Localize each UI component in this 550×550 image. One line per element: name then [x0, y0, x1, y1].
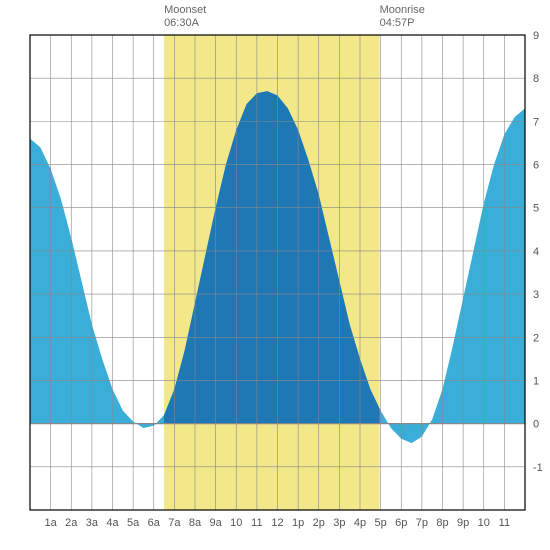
svg-text:10: 10	[478, 517, 490, 529]
svg-text:6: 6	[533, 160, 539, 172]
svg-text:1: 1	[533, 375, 539, 387]
moonrise-annotation: Moonrise 04:57P	[380, 4, 425, 30]
svg-text:4: 4	[533, 246, 539, 258]
svg-text:12: 12	[271, 517, 283, 529]
svg-text:11: 11	[499, 517, 510, 529]
svg-text:8p: 8p	[436, 517, 448, 529]
tide-chart: Moonset 06:30A Moonrise 04:57P 1a2a3a4a5…	[0, 0, 550, 550]
svg-text:9a: 9a	[210, 517, 223, 529]
svg-text:6p: 6p	[395, 517, 407, 529]
svg-text:3a: 3a	[86, 517, 99, 529]
svg-text:2: 2	[533, 332, 539, 344]
moonrise-time: 04:57P	[380, 17, 425, 30]
svg-text:8a: 8a	[189, 517, 202, 529]
svg-text:2a: 2a	[65, 517, 78, 529]
moonset-label: Moonset	[164, 4, 206, 17]
svg-text:4p: 4p	[354, 517, 366, 529]
svg-text:5: 5	[533, 203, 539, 215]
svg-text:9p: 9p	[457, 517, 469, 529]
svg-text:9: 9	[533, 30, 539, 42]
moonrise-label: Moonrise	[380, 4, 425, 17]
svg-text:1p: 1p	[292, 517, 304, 529]
svg-text:10: 10	[230, 517, 242, 529]
svg-text:7a: 7a	[168, 517, 181, 529]
svg-text:5p: 5p	[375, 517, 387, 529]
svg-text:0: 0	[533, 419, 539, 431]
chart-svg: 1a2a3a4a5a6a7a8a9a1011121p2p3p4p5p6p7p8p…	[0, 0, 550, 550]
svg-text:5a: 5a	[127, 517, 140, 529]
moonset-time: 06:30A	[164, 17, 206, 30]
svg-text:3: 3	[533, 289, 539, 301]
svg-text:6a: 6a	[148, 517, 161, 529]
moonset-annotation: Moonset 06:30A	[164, 4, 206, 30]
svg-text:4a: 4a	[106, 517, 119, 529]
svg-text:-1: -1	[533, 462, 543, 474]
svg-text:7p: 7p	[416, 517, 428, 529]
svg-text:8: 8	[533, 73, 539, 85]
svg-text:3p: 3p	[333, 517, 345, 529]
svg-text:2p: 2p	[313, 517, 325, 529]
svg-text:1a: 1a	[45, 517, 58, 529]
svg-text:7: 7	[533, 116, 539, 128]
svg-text:11: 11	[251, 517, 262, 529]
